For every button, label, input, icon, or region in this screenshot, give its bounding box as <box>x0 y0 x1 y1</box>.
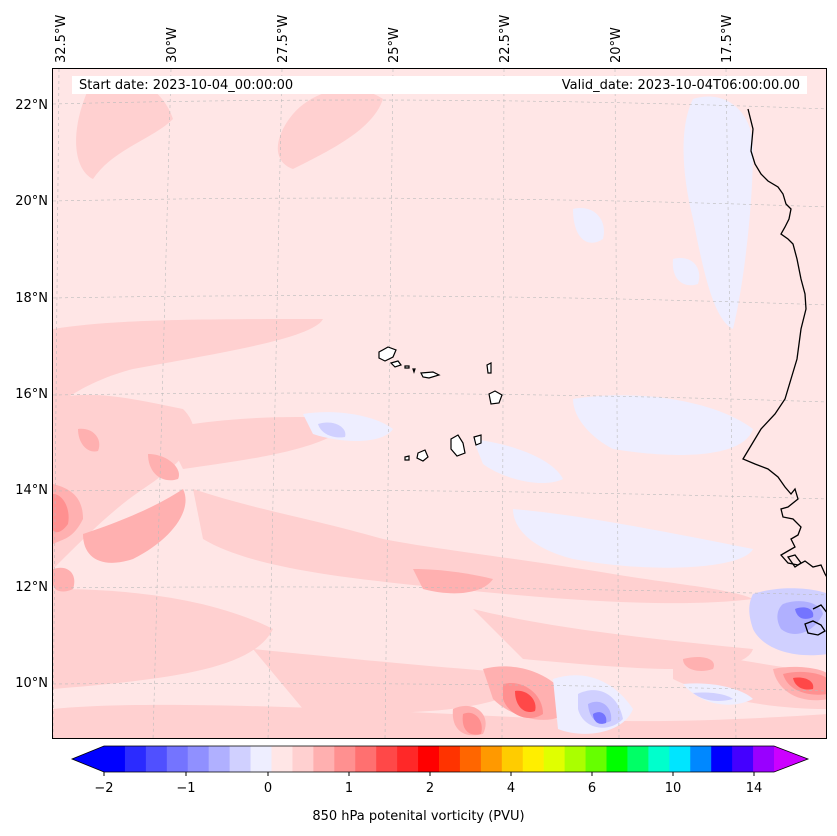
island-raso <box>412 368 416 374</box>
island-sal <box>486 362 492 374</box>
colorbar-swatch <box>250 746 272 772</box>
colorbar-title: 850 hPa potenital vorticity (PVU) <box>312 809 525 824</box>
lon-label-27-5w: 27.5°W <box>276 14 291 63</box>
colorbar-swatch <box>229 746 252 772</box>
start-date-label: Start date: 2023-10-04_00:00:00 <box>79 78 294 93</box>
colorbar-swatch <box>292 746 314 772</box>
island-sao-vicente <box>389 360 402 368</box>
cb-tick-label: 0 <box>263 781 273 796</box>
map-frame <box>52 68 827 739</box>
lat-label-18n: 18°N <box>15 291 48 306</box>
lon-label-20w: 20°W <box>609 27 624 63</box>
colorbar-swatch <box>711 746 733 772</box>
date-info-box <box>72 76 807 94</box>
colorbar-swatch <box>271 746 293 772</box>
map-canvas <box>53 69 826 738</box>
cb-tick-label: 6 <box>587 781 597 796</box>
colorbar-swatch <box>439 746 461 772</box>
colorbar-swatch <box>459 746 482 772</box>
lon-label-32-5w: 32.5°W <box>54 14 69 63</box>
island-santo-antao <box>378 346 397 362</box>
cape-verde-islands <box>378 346 503 462</box>
colorbar <box>70 745 810 776</box>
colorbar-swatch <box>753 746 775 772</box>
cb-tick-label: 4 <box>506 781 516 796</box>
colorbar-swatch <box>376 746 398 772</box>
colorbar-swatch <box>397 746 419 772</box>
colorbar-swatch <box>564 746 587 772</box>
colorbar-swatch <box>648 746 670 772</box>
island-boa-vista <box>488 390 503 405</box>
colorbar-swatch <box>732 746 754 772</box>
colorbar-swatch <box>418 746 440 772</box>
colorbar-swatch <box>166 746 189 772</box>
coastline <box>742 108 826 636</box>
colorbar-swatch <box>104 746 126 772</box>
colorbar-swatch <box>355 746 377 772</box>
colorbar-swatch <box>606 746 628 772</box>
lat-label-22n: 22°N <box>15 98 48 113</box>
island-brava <box>404 455 410 461</box>
cb-tick-label: 2 <box>425 781 435 796</box>
colorbar-swatch <box>627 746 649 772</box>
cb-tick-label: 10 <box>664 781 682 796</box>
island-fogo <box>416 449 429 462</box>
lon-label-17-5w: 17.5°W <box>720 14 735 63</box>
island-santa-luzia <box>404 365 410 369</box>
lat-label-12n: 12°N <box>15 580 48 595</box>
colorbar-swatch <box>585 746 607 772</box>
colorbar-swatch <box>480 746 503 772</box>
colorbar-low-extend <box>72 746 104 772</box>
colorbar-swatch <box>145 746 168 772</box>
colorbar-swatch <box>522 746 545 772</box>
colorbar-swatch <box>187 746 210 772</box>
island-maio <box>473 434 482 446</box>
graticule <box>53 69 826 738</box>
lat-label-14n: 14°N <box>15 483 48 498</box>
colorbar-swatch <box>124 746 147 772</box>
lat-label-16n: 16°N <box>15 387 48 402</box>
island-santiago <box>450 434 466 457</box>
colorbar-swatch <box>208 746 231 772</box>
colorbar-swatch <box>690 746 712 772</box>
pv-contour-light-red <box>53 76 826 738</box>
colorbar-high-extend <box>774 746 808 772</box>
valid-date-label: Valid_date: 2023-10-04T06:00:00.00 <box>561 78 800 93</box>
cb-tick-label: −2 <box>94 781 114 796</box>
colorbar-swatch <box>334 746 356 772</box>
lat-label-10n: 10°N <box>15 676 48 691</box>
lat-label-20n: 20°N <box>15 194 48 209</box>
cb-tick-label: −1 <box>176 781 196 796</box>
cb-tick-label: 14 <box>745 781 763 796</box>
pv-contour-light-blue <box>303 96 753 734</box>
lon-label-25w: 25°W <box>387 27 402 63</box>
colorbar-swatch <box>313 746 335 772</box>
colorbar-swatch <box>543 746 566 772</box>
pv-contour-deep-red <box>515 677 814 713</box>
cb-tick-label: 1 <box>344 781 354 796</box>
island-sao-nicolau <box>420 371 441 379</box>
lon-label-22-5w: 22.5°W <box>498 14 513 63</box>
colorbar-swatch <box>669 746 691 772</box>
pv-contour-dark-blue <box>593 607 814 724</box>
colorbar-swatch <box>501 746 524 772</box>
lon-label-30w: 30°W <box>165 27 180 63</box>
